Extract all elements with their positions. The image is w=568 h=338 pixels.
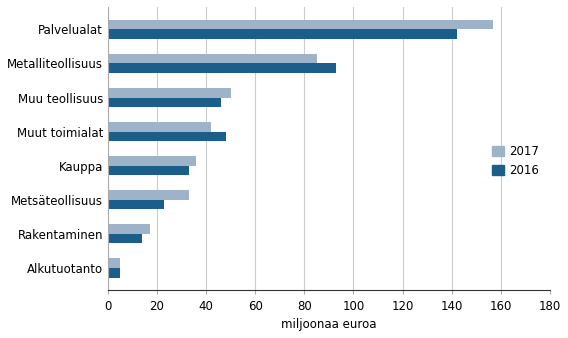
Bar: [108, 64, 336, 73]
Bar: [108, 259, 120, 268]
X-axis label: miljoonaa euroa: miljoonaa euroa: [281, 318, 377, 331]
Bar: [108, 98, 221, 107]
Bar: [108, 156, 196, 166]
Bar: [108, 132, 225, 141]
Bar: [108, 166, 189, 175]
Bar: [108, 200, 164, 210]
Bar: [108, 54, 316, 64]
Bar: [108, 88, 231, 98]
Bar: [108, 122, 211, 132]
Bar: [108, 190, 189, 200]
Bar: [108, 234, 142, 243]
Bar: [108, 29, 457, 39]
Bar: [108, 20, 494, 29]
Legend: 2017, 2016: 2017, 2016: [487, 140, 544, 182]
Bar: [108, 268, 120, 277]
Bar: [108, 224, 149, 234]
